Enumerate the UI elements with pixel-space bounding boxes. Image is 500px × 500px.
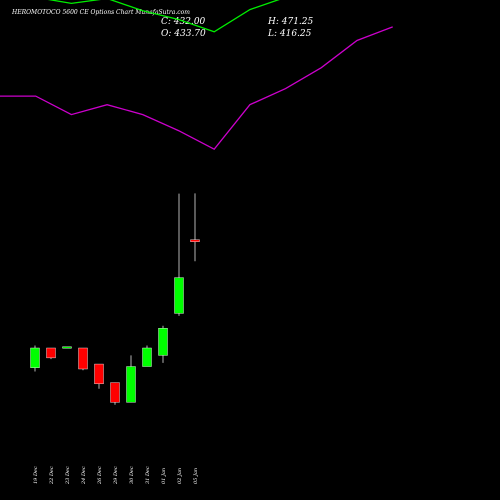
- x-tick-label: 02 Jan: [177, 468, 183, 484]
- x-tick-label: 29 Dec: [113, 466, 119, 485]
- candle-body: [30, 347, 40, 368]
- open-label: O: 433.70: [161, 29, 206, 39]
- bands-layer: [0, 0, 393, 151]
- x-tick-label: 24 Dec: [81, 466, 87, 485]
- candle: [62, 346, 72, 349]
- candles-layer: [30, 193, 200, 405]
- x-tick-label: 22 Dec: [49, 466, 55, 485]
- candle-body: [174, 277, 184, 314]
- candle: [126, 355, 136, 403]
- candle-body: [142, 347, 152, 367]
- close-label: C: 432.00: [161, 17, 206, 27]
- lower-band-line: [0, 26, 393, 151]
- candle-body: [126, 366, 136, 403]
- candle: [30, 345, 40, 372]
- candle: [110, 382, 120, 405]
- chart-title: HEROMOTOCO 5600 CE Options Chart MunafaS…: [12, 9, 190, 16]
- x-axis-ticks: 19 Dec 22 Dec 23 Dec 24 Dec 26 Dec 29 Dec 30 D…: [33, 466, 199, 485]
- x-tick-label: 05 Jan: [193, 468, 199, 484]
- candle: [46, 347, 56, 360]
- high-label: H: 471.25: [268, 17, 314, 27]
- candle: [94, 363, 104, 389]
- candle-body: [46, 347, 56, 359]
- candle: [78, 347, 88, 371]
- x-tick-label: 19 Dec: [33, 466, 39, 484]
- candle-body: [158, 328, 168, 356]
- candle-body: [110, 382, 120, 403]
- candle: [190, 193, 200, 262]
- candle-body: [94, 363, 104, 385]
- low-label: L: 416.25: [268, 29, 312, 39]
- candle-body: [190, 239, 200, 242]
- candle: [158, 325, 168, 363]
- x-tick-label: 23 Dec: [65, 466, 71, 485]
- candle-body: [78, 347, 88, 370]
- candle: [174, 193, 184, 316]
- x-tick-label: 30 Dec: [129, 466, 135, 484]
- x-tick-label: 01 Jan: [161, 468, 167, 484]
- candle: [142, 345, 152, 367]
- upper-band-line: [47, 0, 280, 33]
- x-tick-label: 26 Dec: [97, 466, 103, 485]
- x-tick-label: 31 Dec: [145, 466, 151, 484]
- candle-body: [62, 346, 72, 349]
